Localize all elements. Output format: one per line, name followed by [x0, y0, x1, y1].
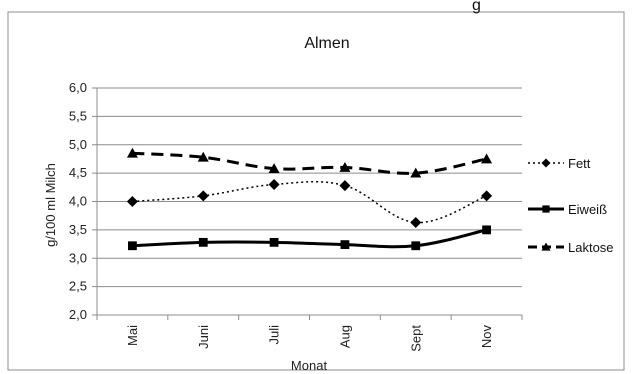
marker-diamond — [541, 158, 551, 168]
marker-triangle — [410, 167, 422, 178]
y-tick-label: 5,0 — [69, 137, 87, 152]
marker-diamond — [410, 216, 422, 228]
chart-area-border — [7, 11, 625, 371]
x-tick-label: Nov — [479, 325, 494, 349]
legend-label: Laktose — [568, 240, 614, 255]
y-tick-label: 2,5 — [69, 279, 87, 294]
marker-square — [269, 237, 279, 247]
legend-label: Fett — [568, 156, 591, 171]
series-line — [132, 151, 487, 175]
marker-diamond — [339, 180, 351, 192]
series-group — [126, 147, 493, 251]
y-axis-ticks: 2,0 2,5 3,0 3,5 4,0 4,5 5,0 5,5 6,0 — [69, 80, 97, 322]
series-line — [132, 228, 487, 249]
marker-square — [128, 241, 137, 251]
legend: Fett Eiweiß Laktose — [528, 156, 614, 255]
y-tick-label: 6,0 — [69, 80, 87, 95]
legend-label: Eiweiß — [568, 202, 607, 217]
y-axis-title: g/100 ml Milch — [43, 163, 58, 247]
marker-diamond — [197, 190, 209, 202]
chart-title: Almen — [304, 35, 349, 52]
x-axis-ticks: Mai Juni Juli Aug Sept Nov — [96, 315, 523, 352]
marker-square — [411, 241, 421, 251]
x-tick-label: Juli — [267, 325, 282, 345]
marker-square — [542, 205, 550, 213]
y-tick-label: 5,5 — [69, 108, 87, 123]
marker-triangle — [126, 147, 138, 158]
marker-triangle — [339, 161, 351, 172]
y-tick-label: 4,5 — [69, 165, 87, 180]
y-tick-label: 3,0 — [69, 250, 87, 265]
marker-square — [198, 237, 208, 247]
gridlines — [97, 87, 522, 288]
marker-triangle — [481, 153, 493, 164]
marker-diamond — [268, 178, 280, 190]
marker-diamond — [481, 190, 493, 202]
x-tick-label: Mai — [125, 325, 140, 346]
x-axis-title: Monat — [291, 358, 328, 373]
marker-triangle — [197, 151, 209, 162]
marker-triangle — [541, 242, 551, 251]
marker-square — [482, 225, 491, 235]
x-tick-label: Aug — [337, 325, 352, 348]
y-tick-label: 2,0 — [69, 307, 87, 322]
y-tick-label: 3,5 — [69, 222, 87, 237]
x-tick-label: Sept — [408, 325, 423, 352]
header-partial-text: g — [472, 0, 481, 14]
series-line — [132, 180, 487, 224]
marker-square — [340, 240, 350, 250]
marker-diamond — [126, 196, 138, 207]
y-tick-label: 4,0 — [69, 194, 87, 209]
x-tick-label: Juni — [196, 325, 211, 349]
marker-triangle — [268, 163, 280, 173]
